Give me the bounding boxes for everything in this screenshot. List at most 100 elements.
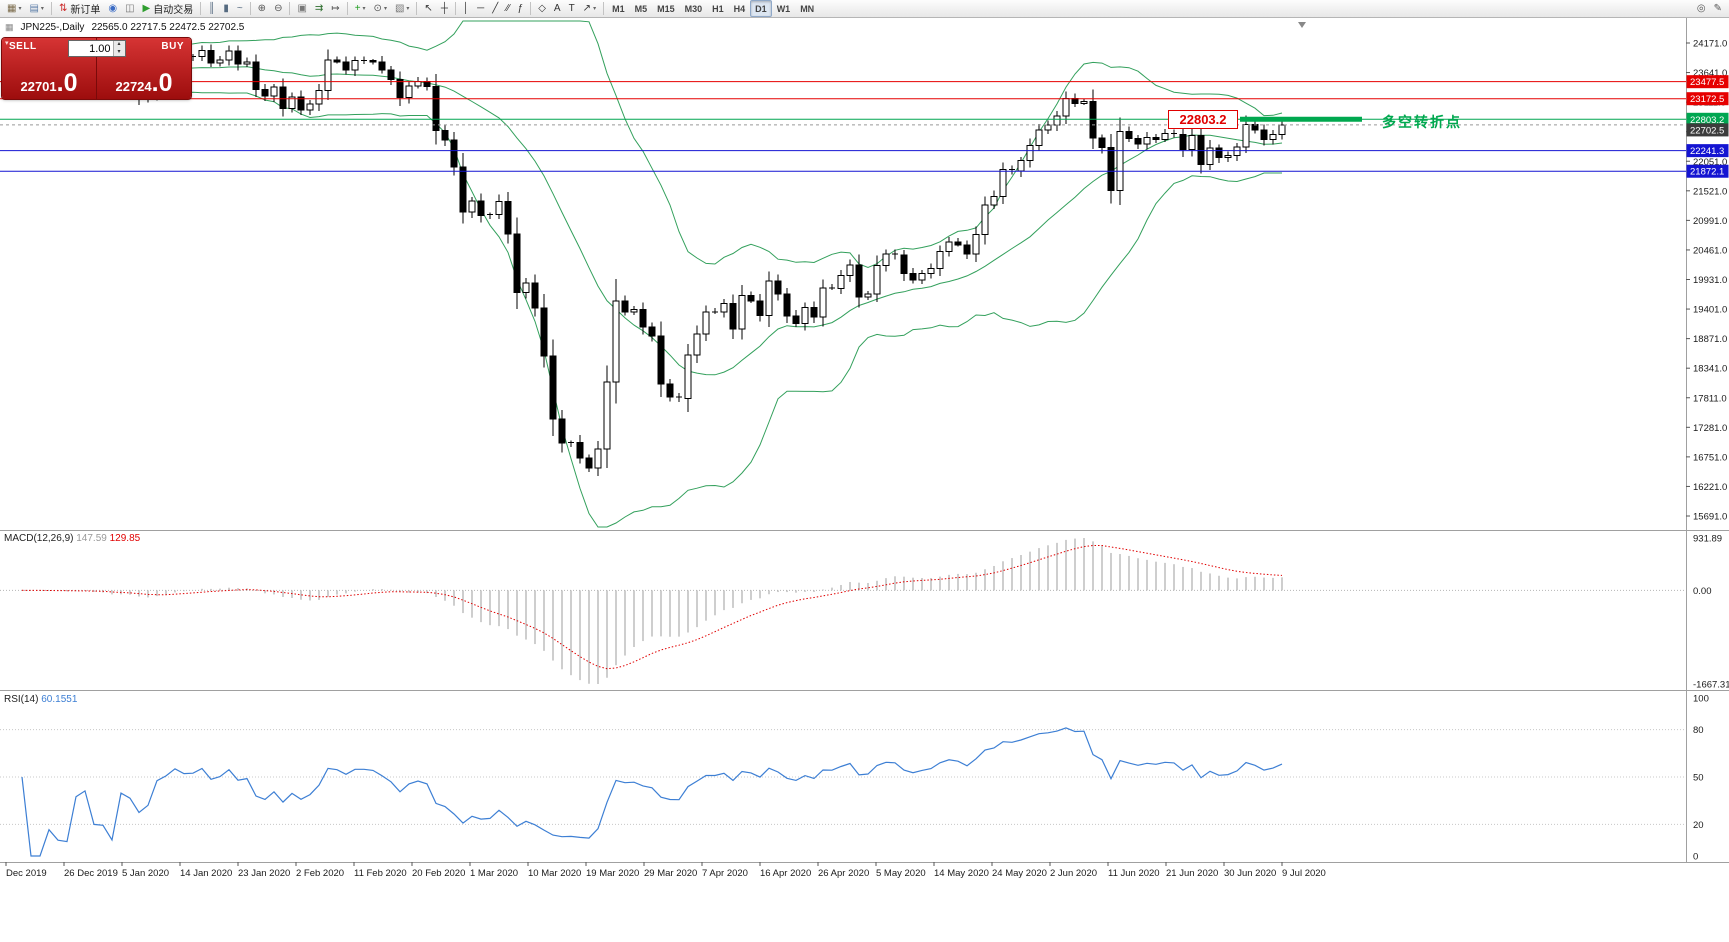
periods-button[interactable]: ⊙ ▾	[370, 0, 391, 17]
zoom-out-button[interactable]: ⊖	[270, 0, 286, 17]
rsi-name: RSI(14)	[4, 694, 39, 705]
text-tool-button[interactable]: A	[550, 0, 565, 17]
price-axis[interactable]: 24171.023641.023111.022581.022051.021521…	[1686, 39, 1729, 863]
chart-shift-button[interactable]: ↦	[327, 0, 343, 17]
horizontal-line-tool-button[interactable]: ─	[473, 0, 488, 17]
auto-scroll-icon: ⇉	[314, 2, 324, 14]
find-symbol-icon: ◎	[1696, 2, 1706, 14]
timeframe-m1-label: M1	[612, 3, 625, 14]
ohlc-values: 22565.0 22717.5 22472.5 22702.5	[91, 22, 245, 33]
rsi-line	[21, 727, 1283, 857]
timeframe-w1-button[interactable]: W1	[772, 0, 796, 17]
toolbar-separator	[416, 2, 418, 15]
candles	[18, 44, 1286, 476]
zoom-out-icon: ⊖	[274, 2, 283, 14]
svg-text:20 Feb 2020: 20 Feb 2020	[412, 868, 465, 879]
chart-window[interactable]: 24171.023641.023111.022581.022051.021521…	[0, 18, 1729, 942]
buy-price: 22724.0	[97, 71, 191, 96]
new-order-icon: ⇅	[58, 2, 68, 14]
fibonacci-tool-button[interactable]: ƒ	[514, 0, 528, 17]
svg-text:50: 50	[1693, 773, 1704, 784]
toolbar-separator	[454, 2, 456, 15]
horizontal-lines	[0, 22, 1686, 172]
svg-text:19 Mar 2020: 19 Mar 2020	[586, 868, 639, 879]
svg-text:23172.5: 23172.5	[1690, 94, 1724, 105]
macd-signal-line	[21, 545, 1283, 670]
templates-button[interactable]: ▧ ▾	[391, 0, 413, 17]
buy-button[interactable]: BUY 22724.0	[97, 38, 191, 99]
zoom-in-icon: ⊕	[257, 2, 267, 14]
volume-input[interactable]	[68, 41, 113, 56]
chart-icon: ▦	[5, 22, 14, 32]
chart-canvas[interactable]: 24171.023641.023111.022581.022051.021521…	[0, 18, 1729, 942]
pivot-note-text[interactable]: 多空转折点	[1382, 114, 1462, 130]
caret-down-icon: ▾	[406, 6, 410, 12]
volume-decrease-button[interactable]: ▾	[113, 48, 125, 56]
timeframe-m5-label: M5	[634, 3, 648, 14]
svg-text:11 Jun 2020: 11 Jun 2020	[1108, 868, 1160, 879]
chart-shift-marker	[1298, 22, 1306, 28]
line-chart-mode-button[interactable]: ~	[233, 0, 247, 17]
price-callout-box[interactable]: 22803.2	[1168, 110, 1238, 129]
svg-text:5 Jan 2020: 5 Jan 2020	[122, 868, 169, 879]
quick-edit-icon: ✎	[1713, 2, 1722, 14]
vertical-line-tool-button[interactable]: │	[459, 0, 473, 17]
svg-text:16751.0: 16751.0	[1693, 452, 1727, 463]
data-window-icon: ◫	[125, 2, 135, 14]
price-tags: 23477.5 23172.5 22803.2 22241.3 21872.1 22702…	[1686, 75, 1729, 178]
tile-windows-icon: ▣	[297, 2, 307, 14]
svg-text:14 Jan 2020: 14 Jan 2020	[180, 868, 232, 879]
profiles-button[interactable]: ▤ ▾	[25, 0, 47, 17]
time-axis[interactable]: Dec 2019 26 Dec 2019 5 Jan 2020 14 Jan 2020…	[5, 862, 1326, 879]
auto-trading-label: 自动交易	[153, 5, 194, 16]
auto-scroll-button[interactable]: ⇉	[311, 0, 327, 17]
toolbar-separator	[603, 2, 605, 15]
arrows-tool-button[interactable]: ↗ ▾	[579, 0, 600, 17]
macd-label: MACD(12,26,9) 147.59 129.85	[4, 533, 140, 544]
timeframe-mn-button[interactable]: MN	[795, 0, 819, 17]
svg-text:100: 100	[1693, 694, 1709, 705]
timeframe-d1-button[interactable]: D1	[750, 0, 772, 17]
one-click-trading-panel: ▾ SELL 22701.0 BUY 22724.0 ▴ ▾	[2, 38, 191, 99]
timeframe-m15-button[interactable]: M15	[652, 0, 680, 17]
indicators-button[interactable]: + ▾	[351, 0, 370, 17]
market-watch-button[interactable]: ◉	[104, 0, 121, 17]
svg-text:7 Apr 2020: 7 Apr 2020	[702, 868, 748, 879]
timeframe-m1-button[interactable]: M1	[607, 0, 630, 17]
one-click-menu-caret[interactable]: ▾	[5, 40, 9, 47]
svg-text:18341.0: 18341.0	[1693, 364, 1727, 375]
tile-windows-button[interactable]: ▣	[293, 0, 310, 17]
svg-text:Dec 2019: Dec 2019	[6, 868, 47, 879]
data-window-button[interactable]: ◫	[121, 0, 138, 17]
caret-down-icon: ▾	[383, 6, 387, 12]
caret-down-icon: ▾	[362, 6, 366, 12]
cursor-tool-button[interactable]: ↖	[420, 0, 436, 17]
periods-icon: ⊙	[373, 2, 382, 14]
text-label-tool-button[interactable]: T	[565, 0, 579, 17]
quick-edit-button[interactable]: ✎	[1710, 0, 1726, 17]
volume-increase-button[interactable]: ▴	[113, 41, 125, 49]
svg-text:22241.3: 22241.3	[1690, 146, 1724, 157]
shapes-tool-button[interactable]: ◇	[534, 0, 550, 17]
new-chart-button[interactable]: ▦ ▾	[3, 0, 25, 17]
caret-down-icon: ▾	[593, 6, 597, 12]
timeframe-h1-button[interactable]: H1	[707, 0, 729, 17]
zoom-in-button[interactable]: ⊕	[254, 0, 270, 17]
timeframe-m5-button[interactable]: M5	[630, 0, 653, 17]
rsi-value: 60.1551	[41, 694, 78, 705]
auto-trading-button[interactable]: ▶ 自动交易	[139, 0, 198, 17]
sell-button[interactable]: SELL 22701.0	[2, 38, 97, 99]
candlestick-mode-button[interactable]: ▮	[219, 0, 233, 17]
channel-tool-button[interactable]: ∕∕	[502, 0, 513, 17]
find-symbol-button[interactable]: ◎	[1693, 0, 1710, 17]
chart-symbol-info: ▦ JPN225-,Daily 22565.0 22717.5 22472.5 …	[5, 22, 244, 33]
bar-chart-mode-button[interactable]: ║	[204, 0, 219, 17]
timeframe-h4-button[interactable]: H4	[729, 0, 751, 17]
new-order-button[interactable]: ⇅ 新订单	[55, 0, 104, 17]
toolbar-separator	[50, 2, 52, 15]
timeframe-m30-button[interactable]: M30	[680, 0, 708, 17]
crosshair-tool-button[interactable]: ┼	[437, 0, 452, 17]
sell-price-main: 22701	[20, 79, 57, 94]
trendline-tool-button[interactable]: ╱	[488, 0, 502, 17]
svg-text:21521.0: 21521.0	[1693, 186, 1727, 197]
